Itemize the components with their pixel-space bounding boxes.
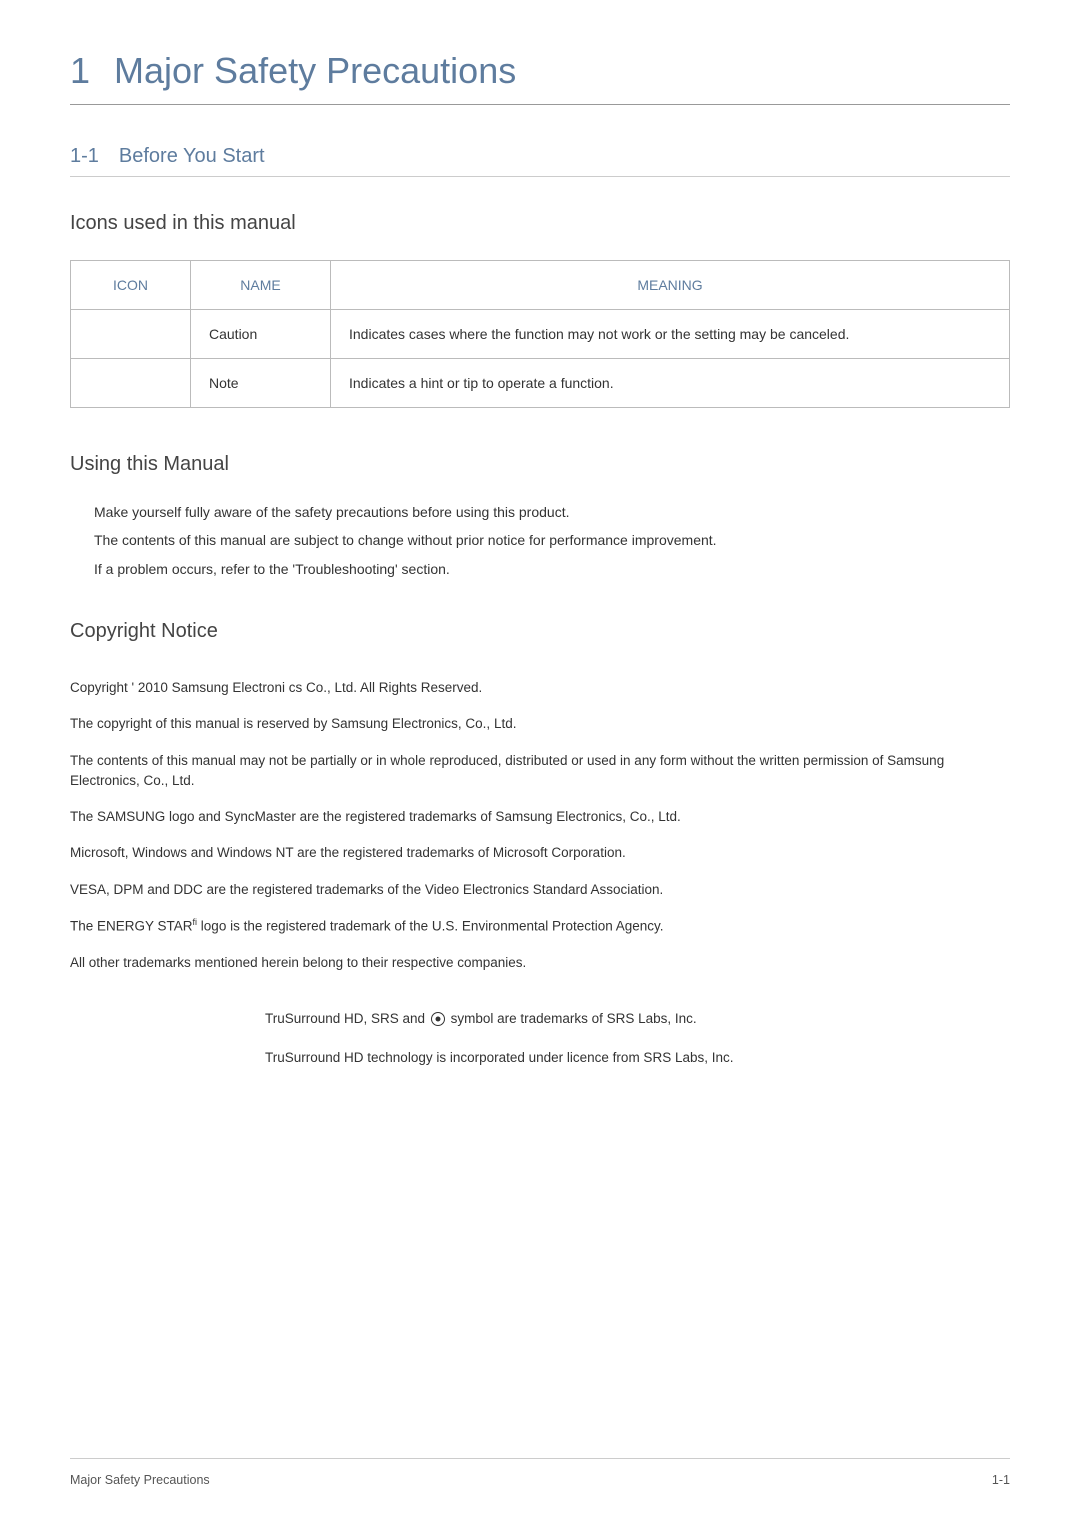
srs-line1: TruSurround HD, SRS and symbol are trade… xyxy=(265,1008,1010,1031)
copyright-text: The SAMSUNG logo and SyncMaster are the … xyxy=(70,807,1010,827)
list-item: If a problem occurs, refer to the 'Troub… xyxy=(94,558,1010,580)
using-manual-list: Make yourself fully aware of the safety … xyxy=(70,501,1010,580)
energy-star-pre: The ENERGY STAR xyxy=(70,918,193,933)
copyright-text: VESA, DPM and DDC are the registered tra… xyxy=(70,880,1010,900)
header-name: NAME xyxy=(191,261,331,310)
copyright-text: Copyright ' 2010 Samsung Electroni cs Co… xyxy=(70,678,1010,698)
copyright-section: Copyright ' 2010 Samsung Electroni cs Co… xyxy=(70,678,1010,1070)
srs-line2: TruSurround HD technology is incorporate… xyxy=(265,1047,1010,1070)
srs-pre: TruSurround HD, SRS and xyxy=(265,1011,429,1026)
chapter-title-text: Major Safety Precautions xyxy=(114,50,516,91)
list-item: The contents of this manual are subject … xyxy=(94,529,1010,551)
chapter-number: 1 xyxy=(70,50,90,91)
chapter-title: 1 Major Safety Precautions xyxy=(70,50,1010,105)
table-row: Caution Indicates cases where the functi… xyxy=(71,310,1010,359)
table-row: Note Indicates a hint or tip to operate … xyxy=(71,359,1010,408)
copyright-heading: Copyright Notice xyxy=(70,620,1010,643)
cell-icon xyxy=(71,359,191,408)
cell-name: Caution xyxy=(191,310,331,359)
copyright-text: All other trademarks mentioned herein be… xyxy=(70,953,1010,973)
icons-heading: Icons used in this manual xyxy=(70,212,1010,235)
energy-star-post: logo is the registered trademark of the … xyxy=(197,918,664,933)
cell-icon xyxy=(71,310,191,359)
srs-symbol-icon xyxy=(431,1012,445,1026)
list-item: Make yourself fully aware of the safety … xyxy=(94,501,1010,523)
header-icon: ICON xyxy=(71,261,191,310)
section-title: 1-1 Before You Start xyxy=(70,145,1010,177)
footer-left: Major Safety Precautions xyxy=(70,1473,210,1487)
copyright-text: The copyright of this manual is reserved… xyxy=(70,714,1010,734)
cell-meaning: Indicates a hint or tip to operate a fun… xyxy=(331,359,1010,408)
copyright-text: The contents of this manual may not be p… xyxy=(70,751,1010,792)
section-number: 1-1 xyxy=(70,145,99,167)
table-header-row: ICON NAME MEANING xyxy=(71,261,1010,310)
copyright-text: Microsoft, Windows and Windows NT are th… xyxy=(70,843,1010,863)
srs-section: TruSurround HD, SRS and symbol are trade… xyxy=(70,1008,1010,1070)
copyright-text: The ENERGY STARfi logo is the registered… xyxy=(70,916,1010,937)
cell-name: Note xyxy=(191,359,331,408)
icons-table: ICON NAME MEANING Caution Indicates case… xyxy=(70,260,1010,408)
cell-meaning: Indicates cases where the function may n… xyxy=(331,310,1010,359)
footer-right: 1-1 xyxy=(992,1473,1010,1487)
page-footer: Major Safety Precautions 1-1 xyxy=(70,1458,1010,1487)
srs-post: symbol are trademarks of SRS Labs, Inc. xyxy=(447,1011,697,1026)
using-manual-heading: Using this Manual xyxy=(70,453,1010,476)
header-meaning: MEANING xyxy=(331,261,1010,310)
section-title-text: Before You Start xyxy=(119,145,265,167)
